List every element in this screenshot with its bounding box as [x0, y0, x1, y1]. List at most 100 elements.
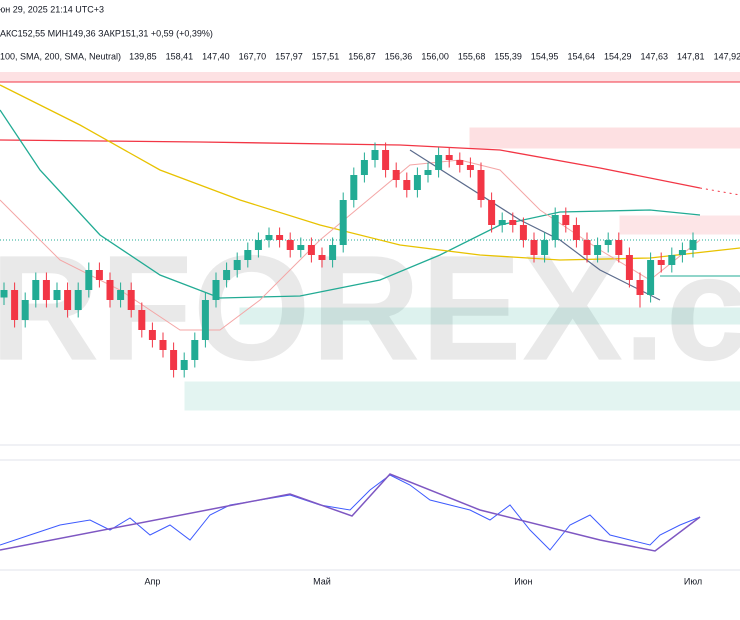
candle-body: [307, 245, 315, 255]
candle-body: [583, 240, 591, 255]
candle-body: [64, 290, 72, 310]
candle-body: [117, 290, 125, 300]
header-datetime: Июн 29, 2025 21:14 UTC+3: [0, 4, 104, 14]
candle-body: [159, 340, 167, 350]
indicator-value: 154,64: [567, 51, 595, 61]
candle-body: [74, 290, 82, 310]
candle-body: [201, 300, 209, 340]
resistance-zone: [469, 127, 740, 149]
candle-body: [21, 300, 29, 320]
candle-body: [615, 240, 623, 255]
candle-body: [604, 240, 612, 245]
indicator-value: 155,39: [494, 51, 522, 61]
candle-body: [191, 340, 199, 360]
indicator-value: 154,29: [604, 51, 632, 61]
candle-body: [148, 330, 156, 340]
indicator-value: 147,63: [641, 51, 669, 61]
candle-body: [318, 255, 326, 260]
x-tick-label: Май: [313, 576, 331, 586]
candle-body: [265, 235, 273, 240]
indicator-value: 157,97: [275, 51, 303, 61]
ma-line: [0, 159, 701, 331]
candle-body: [647, 260, 655, 295]
x-tick-label: Июл: [684, 576, 702, 586]
candle-body: [456, 160, 464, 165]
ma-line: [0, 84, 740, 261]
candle-body: [445, 155, 453, 160]
indicator-value: 156,00: [421, 51, 449, 61]
candle-body: [85, 270, 93, 290]
indicator-value: 147,81: [677, 51, 705, 61]
ma-line: [0, 139, 701, 189]
candle-body: [594, 245, 602, 255]
candle-body: [403, 180, 411, 190]
candle-body: [106, 280, 114, 300]
candle-body: [541, 240, 549, 255]
candle-body: [371, 150, 379, 160]
candle-body: [689, 240, 697, 250]
rsi-trend-line: [0, 473, 701, 552]
candle-body: [254, 240, 262, 250]
candle-body: [127, 290, 135, 310]
candle-body: [138, 310, 146, 330]
candle-body: [636, 280, 644, 295]
candle-body: [223, 270, 231, 280]
candle-body: [424, 170, 432, 175]
candle-body: [32, 280, 40, 300]
indicator-name: 100, SMA, 200, SMA, Neutral): [0, 51, 121, 61]
indicator-value: 154,95: [531, 51, 559, 61]
resistance-zone: [0, 72, 740, 82]
indicator-value: 157,51: [312, 51, 340, 61]
candle-body: [339, 200, 347, 245]
candle-body: [488, 200, 496, 225]
candle-body: [382, 150, 390, 170]
candle-body: [233, 260, 241, 270]
candle-body: [360, 160, 368, 175]
candle-body: [276, 235, 284, 240]
candle-body: [551, 215, 559, 240]
candle-body: [678, 250, 686, 255]
candle-body: [11, 290, 19, 320]
candle-body: [350, 175, 358, 200]
header-ohlc: АКС152,55 МИН149,36 ЗАКР151,31 +0,59 (+0…: [0, 28, 213, 38]
indicator-value: 156,87: [348, 51, 376, 61]
candle-body: [329, 245, 337, 260]
candle-body: [286, 240, 294, 250]
candle-body: [95, 270, 103, 280]
indicator-value: 158,41: [166, 51, 194, 61]
indicator-value: 147,92: [714, 51, 740, 61]
ma-line: [699, 187, 740, 196]
support-zone: [239, 307, 740, 325]
candle-body: [244, 250, 252, 260]
candle-body: [53, 290, 61, 300]
candle-body: [42, 280, 50, 300]
indicator-row: 100, SMA, 200, SMA, Neutral): [0, 51, 121, 61]
ma-line: [0, 109, 701, 299]
indicator-value: 156,36: [385, 51, 413, 61]
indicator-value: 147,40: [202, 51, 230, 61]
candle-body: [435, 155, 443, 170]
candle-body: [297, 245, 305, 250]
candle-body: [477, 170, 485, 200]
candle-body: [668, 255, 676, 265]
candle-body: [562, 215, 570, 225]
x-tick-label: Июн: [514, 576, 532, 586]
candle-body: [657, 260, 665, 265]
candle-body: [530, 240, 538, 255]
indicator-value: 155,68: [458, 51, 486, 61]
candle-body: [625, 255, 633, 280]
candle-body: [212, 280, 220, 300]
candle-body: [519, 225, 527, 240]
candle-body: [572, 225, 580, 240]
candle-body: [180, 360, 188, 370]
resistance-zone: [619, 215, 740, 235]
candle-body: [498, 220, 506, 225]
candle-body: [170, 350, 178, 370]
candle-body: [413, 175, 421, 190]
candle-body: [0, 290, 8, 298]
candle-body: [392, 170, 400, 180]
support-zone: [184, 381, 740, 411]
indicator-value: 167,70: [239, 51, 267, 61]
x-tick-label: Апр: [144, 576, 160, 586]
